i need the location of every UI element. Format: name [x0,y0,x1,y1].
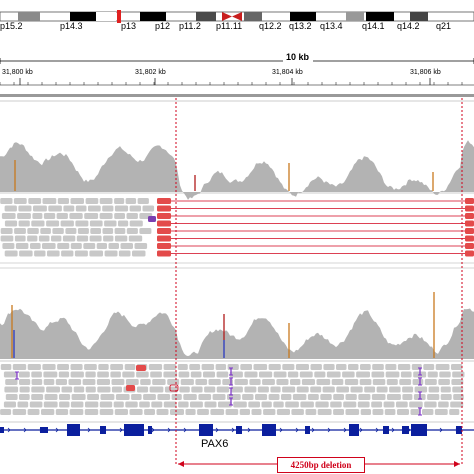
band-label: q21 [436,21,452,31]
ruler-tick-label: 31,804 kb [272,69,303,76]
track-divider[interactable] [0,94,474,97]
coverage-track-2[interactable] [0,308,474,360]
band-label: p15.2 [0,21,23,31]
alignment-reads-2[interactable] [0,364,465,415]
alignment-reads-1[interactable] [0,198,474,257]
ruler-tick-label: 31,802 kb [135,69,166,76]
band-label: p11.11 [216,21,243,31]
insertion-markers [15,367,422,416]
ruler-tick-label: 31,800 kb [2,69,33,76]
mismatch-markers [11,160,435,358]
split-read-lines [171,200,465,254]
ruler [0,58,474,86]
chromosome-ideogram[interactable] [0,0,474,44]
band-label: q12.2 [259,21,282,31]
pax6-gene-model[interactable] [0,424,474,436]
band-label: p14.3 [60,21,83,31]
gene-label: PAX6 [201,438,229,450]
band-label: q13.4 [320,21,343,31]
band-label: p12 [155,21,171,31]
genome-browser-tracks[interactable] [0,44,474,474]
band-label: q14.2 [397,21,420,31]
coverage-track-1[interactable] [0,140,474,200]
band-label: q14.1 [362,21,385,31]
ruler-tick-label: 31,806 kb [410,69,441,76]
band-label: q13.2 [289,21,312,31]
band-label: p13 [121,21,137,31]
centromere-right-icon [232,12,242,21]
current-region-marker [117,10,121,23]
centromere-left-icon [222,12,232,21]
band-label: p11.2 [179,21,201,31]
deletion-label: 4250bp deletion [277,457,365,473]
scale-label: 10 kb [286,52,310,62]
